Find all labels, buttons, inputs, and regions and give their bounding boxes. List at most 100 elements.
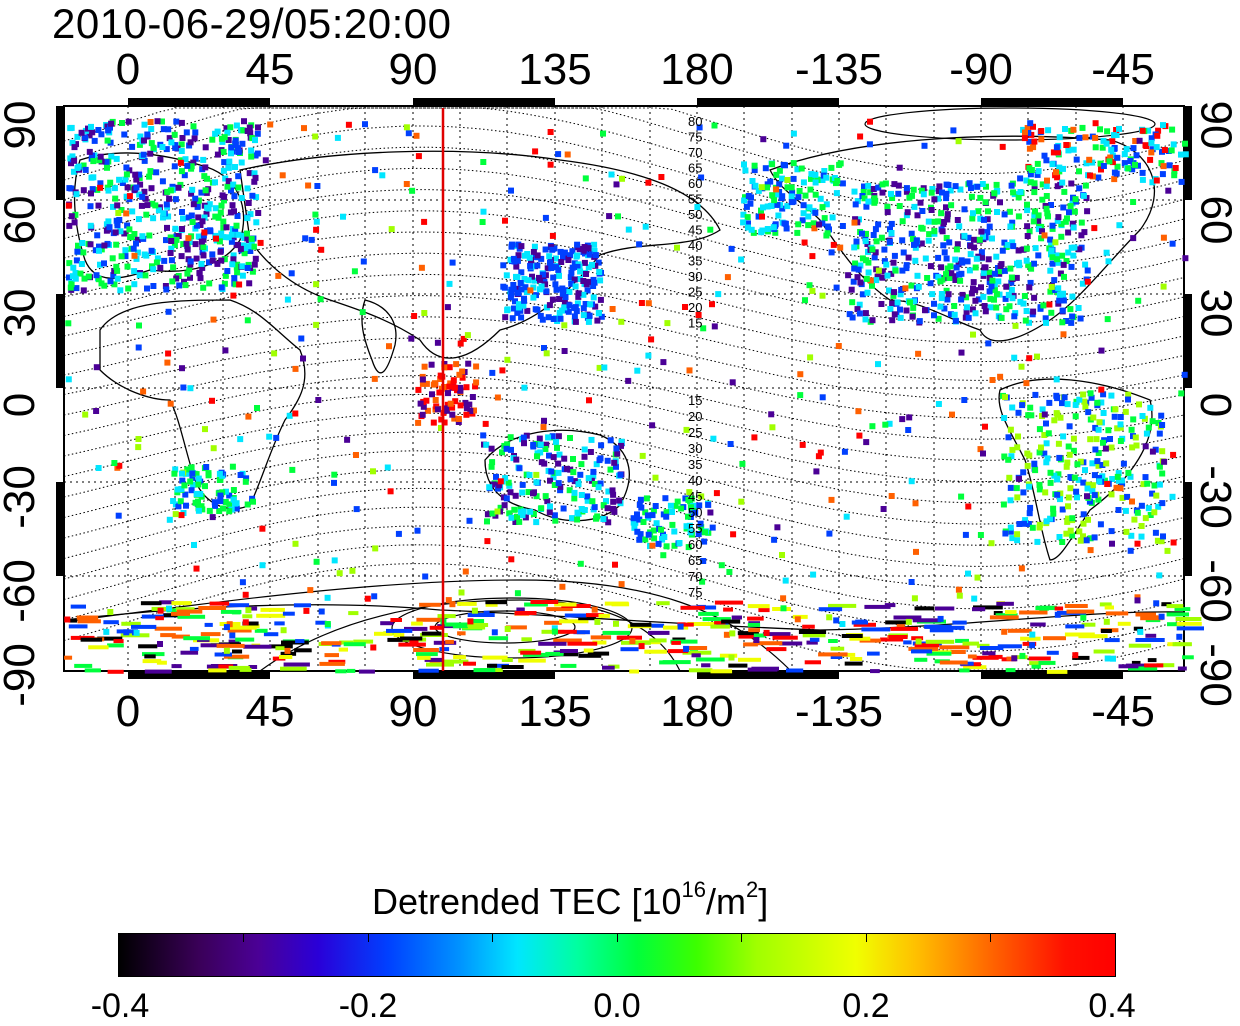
tec-pixel [982,308,989,315]
tec-pixel [683,523,690,530]
tec-pixel [220,609,242,614]
tec-pixel [600,502,607,509]
tec-pixel [230,181,237,188]
tec-pixel [212,213,219,220]
tec-pixel [68,160,74,167]
tec-pixel [1105,258,1112,265]
tec-pixel [878,234,885,241]
tec-pixel [658,526,664,533]
tec-pixel [1172,642,1192,647]
tec-pixel [1047,469,1054,476]
tec-pixel [530,249,537,255]
tec-pixel [975,296,982,303]
tec-pixel [302,235,309,242]
tec-pixel [217,492,224,499]
tec-pixel [1104,638,1120,643]
tec-pixel [301,125,307,132]
tec-pixel [284,296,291,303]
contour-line [63,450,1185,546]
tec-pixel [1160,283,1167,290]
tec-pixel [549,232,556,239]
tec-pixel [986,288,993,295]
tec-pixel [1147,156,1154,163]
tec-pixel [567,252,573,259]
tec-pixel [772,229,779,236]
tec-pixel [68,618,78,623]
tec-pixel [479,219,486,225]
tec-pixel [1007,223,1014,230]
tec-pixel [453,655,466,660]
tec-pixel [1041,232,1048,239]
tec-pixel [1089,487,1096,494]
tec-pixel [798,630,827,634]
tec-pixel [447,380,454,387]
tec-pixel [522,652,550,657]
tec-pixel [789,189,796,196]
tec-pixel [324,653,339,658]
tec-pixel [76,615,99,620]
tec-pixel [1122,408,1129,415]
tec-pixel [636,516,643,523]
tec-pixel [929,628,954,633]
tec-pixel [136,171,143,178]
tec-pixel [404,626,428,631]
tec-pixel [248,147,255,154]
tec-pixel [857,133,864,140]
tec-pixel [559,619,589,624]
tec-pixel [1043,636,1066,641]
tec-pixel [1132,138,1139,144]
tec-pixel [935,188,942,195]
tec-pixel [859,230,865,237]
tec-pixel [154,118,161,125]
tec-pixel [405,130,412,137]
tec-pixel [1056,534,1063,540]
tec-pixel [1082,403,1089,410]
tec-pixel [903,640,912,645]
tec-pixel [1046,669,1068,674]
tec-pixel [1092,446,1099,453]
tec-pixel [82,134,88,141]
tec-pixel [1076,134,1083,141]
tec-pixel [591,247,598,254]
tec-pixel [851,244,858,251]
tec-pixel [939,189,945,196]
tec-pixel [869,423,876,430]
tec-pixel [1093,649,1115,654]
tec-pixel [1127,473,1134,480]
tec-pixel [711,122,718,129]
tec-pixel [227,603,250,608]
tec-pixel [457,340,464,347]
tec-pixel [862,316,869,323]
tec-pixel [810,220,817,227]
tec-pixel [748,226,755,233]
tec-pixel [1054,256,1061,263]
tec-pixel [659,536,665,542]
tec-pixel [518,314,525,321]
tec-pixel [1127,158,1134,164]
tec-pixel [856,301,863,308]
tec-pixel [549,246,556,253]
tec-pixel [156,660,167,665]
tec-pixel [759,213,765,220]
tec-pixel [1076,528,1083,535]
contour-label: 50 [688,505,702,520]
tec-pixel [737,631,759,636]
tec-pixel [116,176,123,183]
tec-pixel [176,609,203,614]
tec-pixel [387,488,394,495]
tec-pixel [232,281,239,288]
tec-pixel [124,222,131,229]
tec-pixel [823,201,830,208]
tec-pixel [764,203,771,210]
tec-pixel [222,499,229,505]
tec-pixel [1092,144,1099,151]
tec-pixel [542,446,549,452]
tec-pixel [1125,469,1132,476]
tec-pixel [148,126,155,132]
tec-pixel [252,137,258,144]
tec-pixel [183,129,190,136]
tec-pixel [242,614,253,619]
tec-pixel [1016,475,1022,482]
tec-pixel [1054,395,1061,402]
tec-pixel [830,646,845,651]
